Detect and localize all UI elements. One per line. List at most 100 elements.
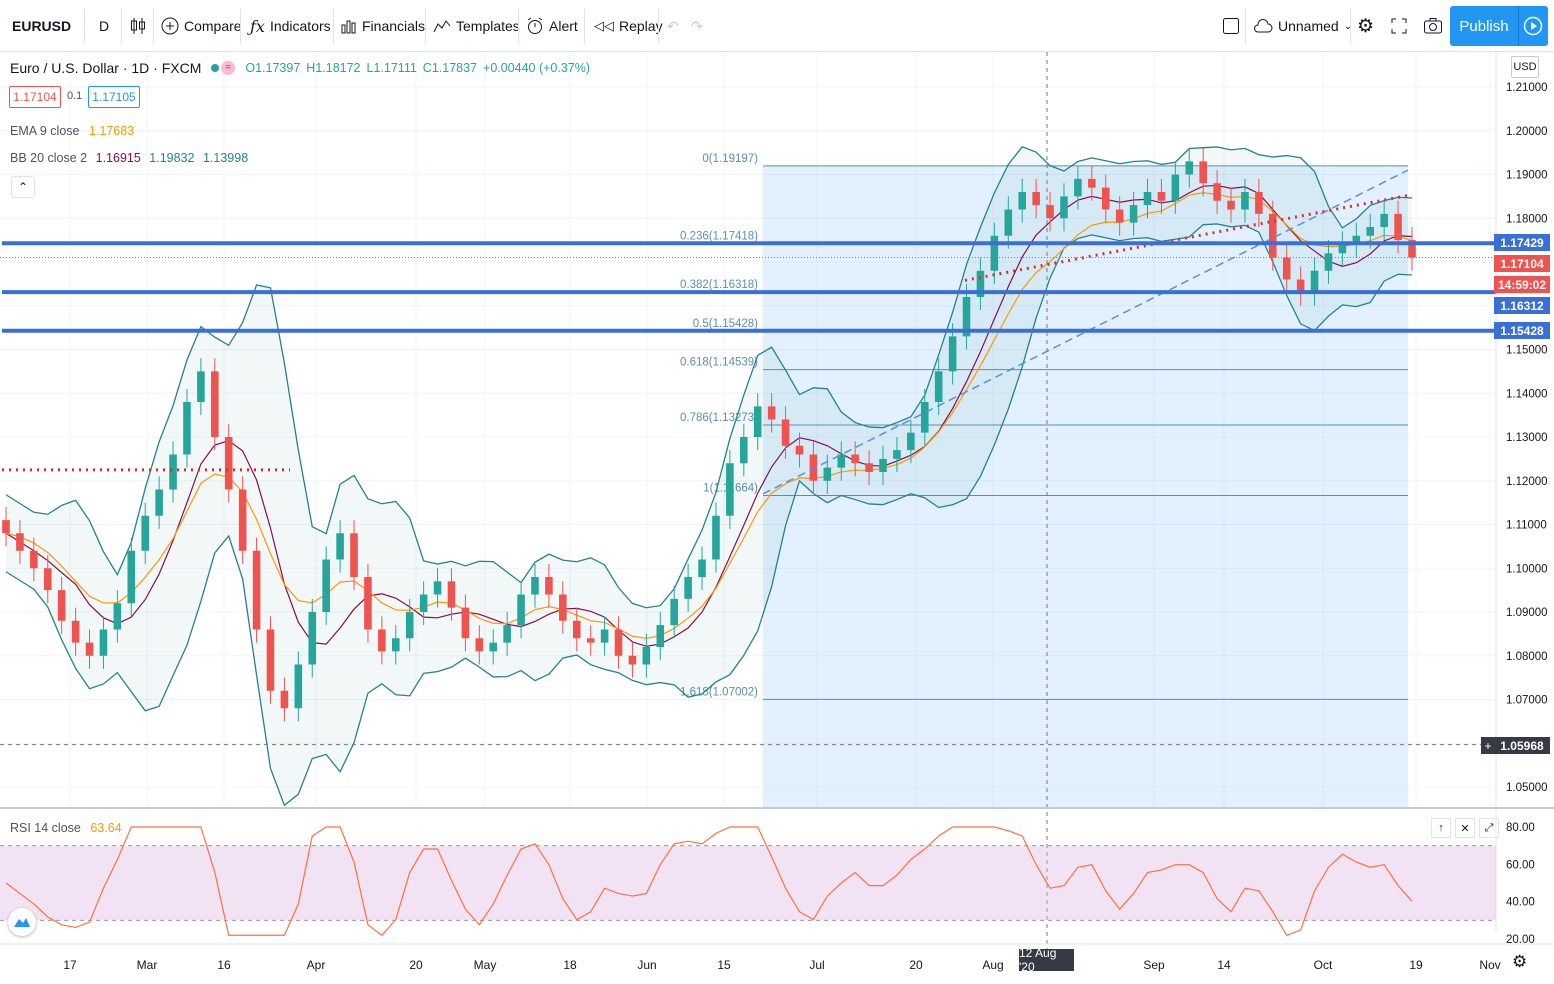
time-axis-tick: 20 — [409, 958, 423, 972]
candle — [628, 655, 637, 665]
candle — [183, 402, 191, 455]
candle — [572, 620, 581, 639]
chart-settings-button[interactable]: ⚙ — [1512, 952, 1527, 972]
spread-value: 0.1 — [67, 90, 83, 102]
time-axis-tick: 20 — [909, 958, 923, 972]
candle — [865, 463, 873, 472]
undo-button[interactable]: ↶ — [667, 8, 679, 44]
candle — [1269, 213, 1277, 258]
alert-button[interactable]: Alert — [526, 8, 578, 44]
time-axis-tick: Oct — [1314, 958, 1333, 972]
chart-area[interactable]: 0(1.19197) 0.236(1.17418) 0.382(1.16318) 0.… — [0, 52, 1554, 984]
interval-label: D — [99, 18, 110, 34]
rsi-legend[interactable]: RSI 14 close 63.64 — [10, 821, 122, 835]
candle — [976, 270, 985, 297]
replay-button[interactable]: ◁◁ Replay — [594, 8, 663, 44]
sell-button[interactable]: 1.17104 — [9, 86, 61, 108]
market-status-icon: ≈ — [211, 61, 236, 75]
candle — [1157, 192, 1166, 201]
time-axis-tick: Nov — [1479, 958, 1500, 972]
layout-toggle-button[interactable] — [1222, 8, 1240, 44]
financials-button[interactable]: Financials — [341, 8, 425, 44]
candle — [169, 454, 177, 490]
buy-button[interactable]: 1.17105 — [88, 86, 140, 108]
currency-button[interactable]: USD — [1511, 56, 1539, 78]
bb-upper-value: 1.19832 — [149, 151, 195, 165]
fib-level-label: 1.618(1.07002) — [680, 686, 758, 698]
countdown-label: 14:59:02 — [1494, 276, 1550, 293]
candle — [308, 612, 317, 665]
templates-icon — [433, 20, 451, 33]
fib-level-label: 0.786(1.13273) — [680, 412, 758, 424]
rsi-label: RSI 14 close — [10, 821, 81, 835]
candle — [503, 625, 511, 643]
redo-button[interactable]: ↷ — [691, 8, 703, 44]
symbol-search-button[interactable]: EURUSD — [12, 8, 71, 44]
interval-button[interactable]: D — [99, 8, 109, 44]
candle — [934, 371, 943, 402]
ohlc-low: L1.17111 — [366, 61, 417, 75]
move-up-icon[interactable]: ↑ — [1431, 818, 1451, 838]
fullscreen-icon — [1391, 18, 1407, 34]
candle — [1129, 205, 1138, 223]
fullscreen-button[interactable] — [1391, 8, 1407, 44]
candle — [1060, 196, 1068, 219]
candle — [71, 620, 80, 643]
candle — [224, 437, 233, 490]
time-axis-tick: 19 — [1409, 958, 1423, 972]
cloud-icon — [1254, 18, 1273, 33]
price-axis-tick: 1.15000 — [1506, 345, 1548, 357]
candle — [475, 638, 484, 652]
time-axis-tick: 14 — [1217, 958, 1231, 972]
maximize-icon[interactable]: ⤢ — [1479, 818, 1499, 838]
financials-label: Financials — [362, 18, 426, 34]
ema-value: 1.17683 — [88, 124, 135, 138]
level-price-label: 1.17429 — [1494, 234, 1550, 251]
templates-label: Templates — [456, 18, 520, 34]
add-alert-plus-icon[interactable]: + — [1481, 737, 1495, 754]
collapse-legend-button[interactable]: ⌃ — [11, 176, 35, 198]
tradingview-logo[interactable] — [8, 908, 36, 936]
chart-canvas[interactable]: 0(1.19197) 0.236(1.17418) 0.382(1.16318) 0.… — [0, 52, 1554, 984]
chart-type-button[interactable] — [130, 8, 146, 44]
screenshot-button[interactable] — [1423, 8, 1443, 44]
time-axis-tick: Apr — [307, 958, 326, 972]
candle — [600, 629, 609, 643]
candle — [795, 445, 804, 455]
redo-icon: ↷ — [691, 17, 703, 34]
function-icon: ƒx — [250, 16, 265, 36]
candle — [113, 603, 122, 630]
bb-basis-value: 1.16915 — [95, 151, 141, 165]
close-icon[interactable]: ✕ — [1455, 818, 1475, 838]
trend-line — [762, 169, 1409, 495]
rsi-value: 63.64 — [90, 821, 122, 835]
indicators-button[interactable]: ƒx Indicators — [250, 8, 331, 44]
settings-button[interactable]: ⚙ — [1357, 8, 1374, 44]
candle — [1115, 209, 1124, 223]
ema-legend[interactable]: EMA 9 close 1.17683 — [10, 124, 134, 138]
crosshair-date: 12 Aug '20 — [1019, 946, 1057, 974]
templates-button[interactable]: Templates — [433, 8, 520, 44]
buy-price: 1.17105 — [92, 90, 136, 104]
price-axis-tick: 1.18000 — [1506, 213, 1548, 225]
candle — [238, 489, 247, 551]
crosshair-date-label: 12 Aug '20 — [1019, 946, 1074, 974]
play-circle-icon — [1523, 16, 1543, 36]
price-axis-tick: 1.21000 — [1506, 82, 1548, 94]
compare-button[interactable]: Compare — [161, 8, 242, 44]
candle — [753, 406, 762, 437]
candle — [280, 690, 289, 709]
plus-circle-icon — [161, 17, 179, 35]
candle — [2, 520, 10, 534]
bb-legend[interactable]: BB 20 close 2 1.16915 1.19832 1.13998 — [10, 151, 248, 165]
candle — [1143, 192, 1152, 206]
top-toolbar: EURUSD D Compare ƒx Indicators Financial… — [0, 0, 1554, 52]
candle — [642, 647, 651, 665]
candle — [405, 612, 414, 639]
time-axis-tick: Jul — [809, 958, 824, 972]
candle — [252, 550, 261, 630]
candle — [1199, 161, 1207, 184]
publish-button[interactable]: Publish — [1450, 6, 1548, 46]
candle — [155, 489, 163, 516]
layout-name-dropdown[interactable]: Unnamed ⌄ — [1253, 8, 1352, 44]
